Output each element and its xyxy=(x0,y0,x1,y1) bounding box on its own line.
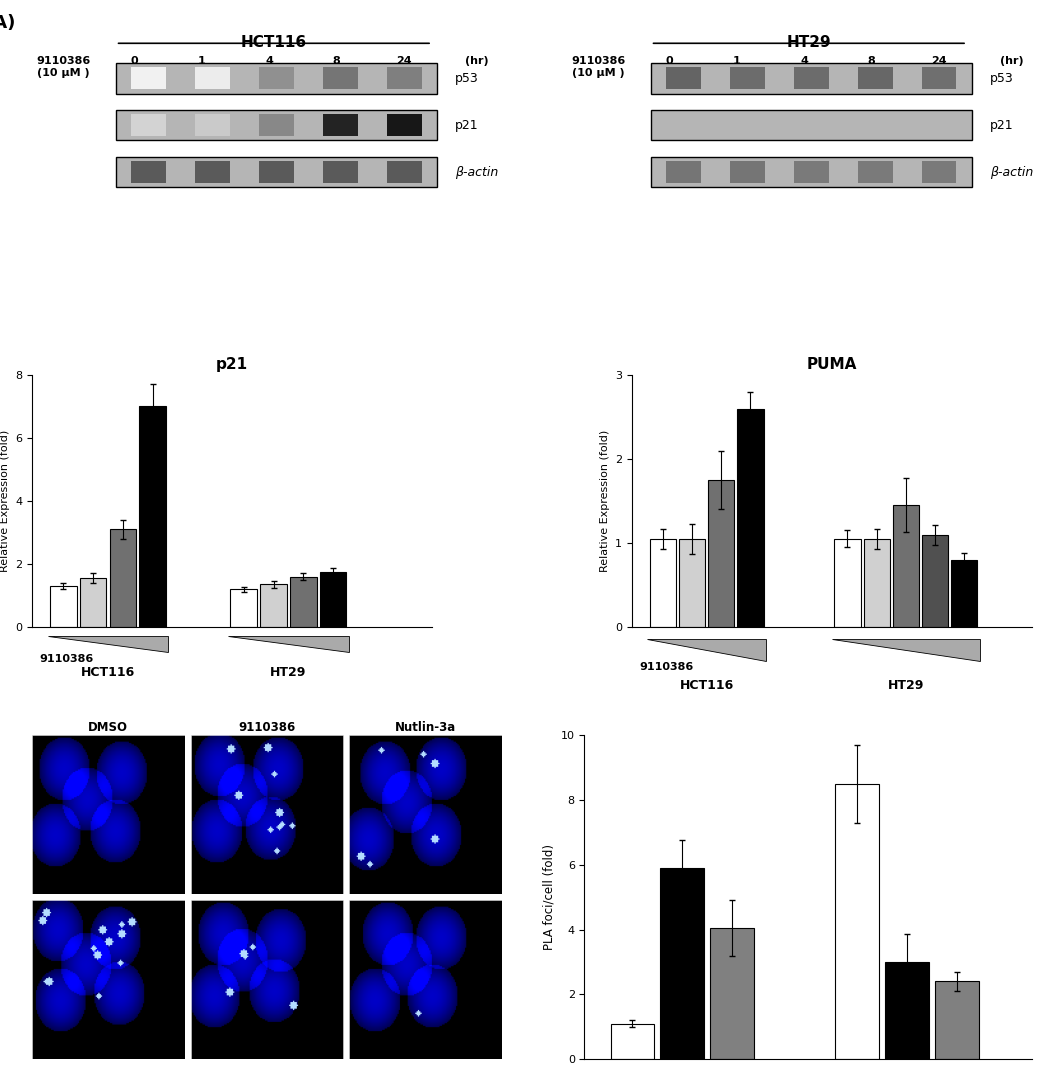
Bar xyxy=(320,572,347,627)
Bar xyxy=(858,161,893,183)
Bar xyxy=(935,982,979,1059)
Text: p53: p53 xyxy=(455,72,479,85)
Text: 8: 8 xyxy=(868,56,876,67)
Bar xyxy=(195,115,230,136)
Text: (hr): (hr) xyxy=(999,56,1024,67)
Text: 9110386: 9110386 xyxy=(39,654,94,664)
Text: 9110386
(10 μM ): 9110386 (10 μM ) xyxy=(36,56,90,78)
Bar xyxy=(921,68,957,90)
Bar xyxy=(679,538,705,627)
Title: 9110386: 9110386 xyxy=(238,721,296,734)
Text: HT29: HT29 xyxy=(786,35,831,50)
Text: p21: p21 xyxy=(991,119,1014,132)
Bar xyxy=(259,161,294,183)
Text: 0: 0 xyxy=(665,56,674,67)
Bar xyxy=(261,584,287,627)
Bar xyxy=(730,68,765,90)
Bar xyxy=(858,68,893,90)
Bar xyxy=(386,68,421,90)
Bar xyxy=(131,161,166,183)
Bar xyxy=(794,161,829,183)
Bar xyxy=(650,157,971,187)
Y-axis label: PLA foci/cell (fold): PLA foci/cell (fold) xyxy=(543,844,555,950)
Bar xyxy=(116,63,436,94)
Text: HCT116: HCT116 xyxy=(680,679,734,692)
Text: 4: 4 xyxy=(265,56,273,67)
Text: HT29: HT29 xyxy=(887,679,925,692)
Bar xyxy=(131,115,166,136)
Text: 24: 24 xyxy=(931,56,947,67)
Bar xyxy=(386,115,421,136)
Bar xyxy=(737,408,764,627)
Text: 8: 8 xyxy=(333,56,340,67)
Bar xyxy=(195,68,230,90)
Text: (hr): (hr) xyxy=(465,56,488,67)
Bar xyxy=(650,63,971,94)
Title: Nutlin-3a: Nutlin-3a xyxy=(395,721,456,734)
Text: 24: 24 xyxy=(396,56,412,67)
Text: 9110386
(10 μM ): 9110386 (10 μM ) xyxy=(571,56,626,78)
Text: β-actin: β-actin xyxy=(455,166,499,179)
Polygon shape xyxy=(647,639,766,661)
Text: HCT116: HCT116 xyxy=(240,35,306,50)
Bar xyxy=(386,161,421,183)
Bar xyxy=(611,1023,654,1059)
Title: DMSO: DMSO xyxy=(88,721,129,734)
Bar xyxy=(893,506,919,627)
Bar xyxy=(834,538,861,627)
Bar xyxy=(711,928,754,1059)
Bar xyxy=(139,406,166,627)
Bar xyxy=(50,586,77,627)
Text: HCT116: HCT116 xyxy=(81,666,135,679)
Bar xyxy=(116,157,436,187)
Bar xyxy=(864,538,890,627)
Bar xyxy=(650,110,971,141)
Bar xyxy=(322,115,358,136)
Bar xyxy=(290,577,317,627)
Text: p53: p53 xyxy=(991,72,1014,85)
Title: p21: p21 xyxy=(216,357,248,372)
Text: 0: 0 xyxy=(131,56,138,67)
Polygon shape xyxy=(228,636,349,652)
Bar xyxy=(951,560,978,627)
Bar xyxy=(322,161,358,183)
Bar xyxy=(835,784,879,1059)
Bar xyxy=(259,68,294,90)
Text: β-actin: β-actin xyxy=(991,166,1033,179)
Y-axis label: Relative Expression (fold): Relative Expression (fold) xyxy=(0,430,10,572)
Text: p21: p21 xyxy=(455,119,479,132)
Bar xyxy=(730,161,765,183)
Text: 9110386: 9110386 xyxy=(639,663,694,673)
Bar xyxy=(661,868,704,1059)
Bar xyxy=(80,578,106,627)
Text: (A): (A) xyxy=(0,14,16,32)
Polygon shape xyxy=(48,636,168,652)
Bar xyxy=(666,68,700,90)
Text: 1: 1 xyxy=(198,56,205,67)
Bar xyxy=(259,115,294,136)
Text: 4: 4 xyxy=(800,56,808,67)
Bar xyxy=(666,161,700,183)
Polygon shape xyxy=(832,639,980,661)
Bar xyxy=(231,590,257,627)
Title: PUMA: PUMA xyxy=(807,357,858,372)
Bar xyxy=(650,538,676,627)
Bar xyxy=(131,68,166,90)
Bar xyxy=(322,68,358,90)
Text: 1: 1 xyxy=(733,56,741,67)
Bar xyxy=(195,161,230,183)
Bar xyxy=(885,962,929,1059)
Bar xyxy=(794,68,829,90)
Y-axis label: Relative Expression (fold): Relative Expression (fold) xyxy=(600,430,610,572)
Bar xyxy=(922,535,948,627)
Bar xyxy=(110,530,136,627)
Bar xyxy=(709,480,734,627)
Text: HT29: HT29 xyxy=(270,666,306,679)
Bar xyxy=(921,161,957,183)
Bar xyxy=(116,110,436,141)
